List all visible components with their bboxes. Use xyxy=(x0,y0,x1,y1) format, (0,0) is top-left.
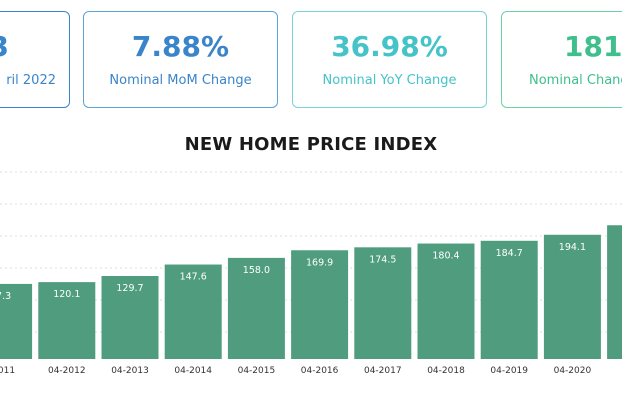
bar-value-label: 194.1 xyxy=(559,242,586,253)
bar-value-label: 158.0 xyxy=(243,265,270,276)
card-label: ril 2022 xyxy=(6,73,56,88)
x-tick-label: 04-2019 xyxy=(490,366,528,376)
x-tick-label: 04-2017 xyxy=(364,366,402,376)
summary-card-mom: 7.88% Nominal MoM Change xyxy=(83,11,278,108)
bar-04-2014 xyxy=(164,264,222,359)
bar-04-2012 xyxy=(38,282,96,359)
x-tick-label: 04-2014 xyxy=(174,366,212,376)
x-tick-label: 04-2015 xyxy=(238,366,276,376)
card-label: Nominal YoY Change xyxy=(322,73,457,88)
bar-04-2016 xyxy=(291,250,349,359)
bar-04-2018 xyxy=(417,243,475,359)
x-tick-label: 04-2018 xyxy=(427,366,465,376)
bar-value-label: 184.7 xyxy=(496,248,523,259)
card-value: 181.9 xyxy=(564,30,622,63)
bar-04-2020 xyxy=(543,234,601,359)
summary-card-total: 181.9 Nominal Chang xyxy=(501,11,622,108)
x-tick-label: 2011 xyxy=(0,366,15,376)
bar-value-label: 129.7 xyxy=(116,283,143,294)
bar-04-2019 xyxy=(480,240,538,359)
bar-value-label: 120.1 xyxy=(53,289,80,300)
card-value: 3 xyxy=(0,30,9,63)
card-value: 7.88% xyxy=(131,30,230,63)
chart-title: NEW HOME PRICE INDEX xyxy=(184,134,438,155)
card-label: Nominal MoM Change xyxy=(109,73,252,88)
bar-value-label: 147.6 xyxy=(180,272,207,283)
summary-card-yoy: 36.98% Nominal YoY Change xyxy=(292,11,487,108)
bar-value-label: 180.4 xyxy=(432,251,459,262)
bar-value-label: 7.3 xyxy=(0,291,11,302)
x-tick-label: 04-2016 xyxy=(301,366,339,376)
summary-card-date: 3 ril 2022 xyxy=(0,11,70,108)
bar-04-2015 xyxy=(227,257,285,359)
card-label: Nominal Chang xyxy=(529,73,622,88)
bar-04-2011 xyxy=(0,283,33,359)
x-tick-label: 04-2012 xyxy=(48,366,86,376)
x-tick-label: 04-2013 xyxy=(111,366,149,376)
bar-04-2021 xyxy=(607,225,622,359)
card-value: 36.98% xyxy=(331,30,448,63)
bar-04-2017 xyxy=(354,247,412,359)
bar-04-2013 xyxy=(101,275,159,359)
x-tick-label: 04-2020 xyxy=(554,366,592,376)
bar-value-label: 174.5 xyxy=(369,254,396,265)
bar-value-label: 169.9 xyxy=(306,257,333,268)
